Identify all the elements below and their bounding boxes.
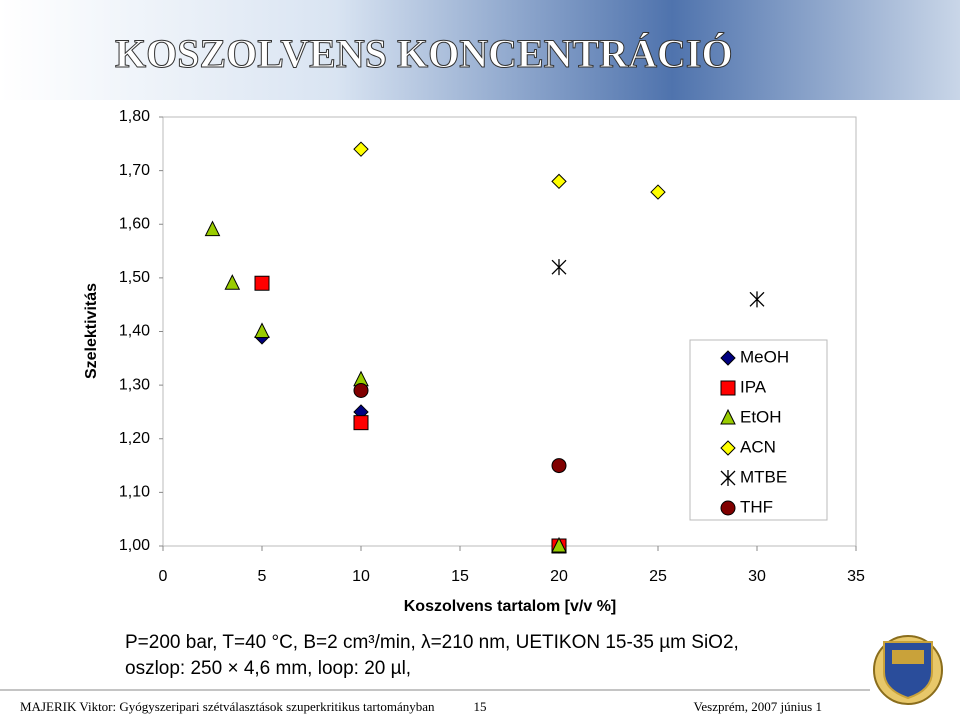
footer-author: MAJERIK Viktor: Gyógyszeripari szétválas… [20, 699, 435, 714]
conditions-line: oszlop: 250 × 4,6 mm, loop: 20 µl, [125, 658, 411, 679]
conditions-line: P=200 bar, T=40 °C, B=2 cm³/min, λ=210 n… [125, 632, 739, 653]
x-tick-label: 30 [748, 568, 766, 585]
legend-box [689, 339, 828, 521]
x-tick-label: 20 [550, 568, 568, 585]
y-axis-label: Szelektivitás [83, 283, 100, 379]
legend-label: EtOH [740, 407, 782, 426]
logo [873, 635, 943, 705]
marker-diamond [720, 350, 736, 366]
y-tick-label: 1,20 [119, 430, 150, 447]
marker-circle [720, 500, 736, 516]
marker-triangle [254, 322, 270, 338]
y-tick-label: 1,00 [119, 537, 150, 554]
x-tick-label: 25 [649, 568, 667, 585]
marker-triangle [204, 220, 221, 237]
header-background [0, 0, 960, 100]
slide-title: KOSZOLVENS KONCENTRÁCIÓ [115, 31, 733, 76]
legend-label: THF [740, 497, 773, 516]
marker-star [551, 259, 567, 276]
marker-star [720, 470, 736, 486]
marker-diamond [551, 173, 567, 190]
legend-label: IPA [740, 377, 767, 396]
marker-square [720, 380, 736, 396]
marker-circle [353, 382, 369, 398]
marker-triangle [720, 408, 736, 425]
y-tick-label: 1,60 [119, 215, 150, 232]
marker-star [749, 291, 765, 308]
marker-diamond [353, 141, 369, 157]
marker-triangle [224, 274, 241, 290]
legend-label: MeOH [740, 347, 789, 366]
marker-circle [551, 458, 567, 474]
legend-label: MTBE [740, 467, 787, 486]
y-tick-label: 1,70 [119, 162, 150, 179]
x-tick-label: 35 [847, 568, 865, 585]
marker-diamond [720, 440, 736, 456]
y-tick-label: 1,50 [119, 269, 150, 286]
x-tick-label: 15 [451, 568, 469, 585]
marker-square [353, 415, 369, 431]
x-tick-label: 0 [159, 568, 168, 585]
y-tick-label: 1,30 [119, 376, 150, 393]
marker-triangle [551, 536, 567, 553]
marker-diamond [650, 184, 666, 200]
legend-label: ACN [740, 437, 776, 456]
x-axis-label: Koszolvens tartalom [v/v %] [404, 598, 617, 615]
y-tick-label: 1,80 [119, 108, 150, 125]
marker-square [254, 275, 270, 291]
x-tick-label: 5 [258, 568, 267, 585]
x-tick-label: 10 [352, 568, 370, 585]
y-tick-label: 1,40 [119, 323, 150, 340]
footer-page: 15 [474, 699, 487, 714]
y-tick-label: 1,10 [119, 484, 150, 501]
footer-date: Veszprém, 2007 június 1 [693, 699, 822, 714]
